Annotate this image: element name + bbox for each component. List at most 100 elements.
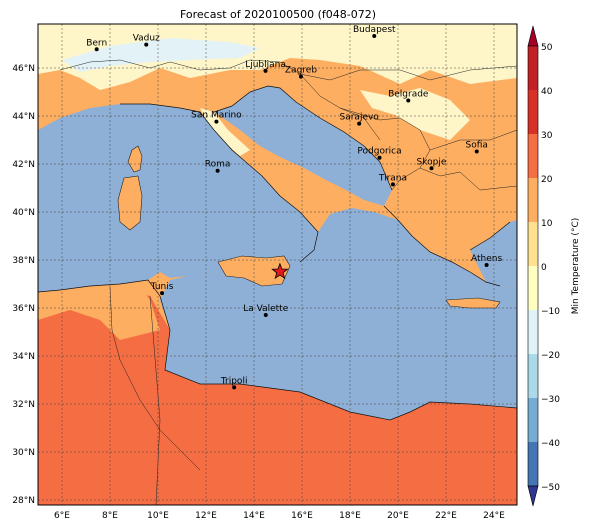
map-frame (37, 23, 518, 506)
colorbar-tick-label: 0 (541, 263, 547, 273)
y-axis: 46°N 44°N 42°N 40°N 38°N 36°N 34°N 32°N … (12, 64, 35, 506)
x-tick-label: 16°E (291, 511, 313, 521)
city-label: Tirana (378, 173, 407, 183)
city-dot (263, 68, 268, 73)
city-label: Bern (86, 38, 107, 48)
y-tick-label: 32°N (12, 400, 35, 410)
location-marker (271, 262, 289, 280)
city-label: Zagreb (285, 66, 317, 76)
city-dot (298, 74, 303, 79)
city-dot (429, 166, 434, 171)
city-label: Budapest (353, 25, 396, 35)
colorbar-extend-min (527, 485, 539, 507)
sardinia (117, 175, 143, 231)
colorbar-segment (528, 310, 538, 355)
x-tick-label: 10°E (147, 511, 169, 521)
y-tick-label: 42°N (12, 160, 35, 170)
italy-apennine-cool (200, 108, 250, 156)
colorbar-segment (528, 90, 538, 135)
city-dot (390, 182, 395, 187)
colorbar-tick-label: 10 (541, 219, 553, 229)
colorbar-extend-max (527, 25, 539, 47)
colorbar-ticks: 50 40 30 20 10 0 −10 −20 −30 −40 −50 (541, 43, 560, 493)
sea-aegean (470, 220, 517, 288)
colorbar-tick-label: 50 (541, 43, 553, 53)
country-borders (59, 59, 518, 506)
city-label: Ljubljana (245, 60, 286, 70)
colorbar-tick-label: 40 (541, 87, 553, 97)
colorbar-segment (528, 442, 538, 487)
coastline-greece (383, 205, 511, 287)
y-tick-label: 36°N (12, 304, 35, 314)
city-label: Sofia (466, 140, 488, 150)
city-label: Tripoli (220, 376, 248, 386)
city-dot (144, 42, 149, 47)
colorbar-tick-label: −40 (541, 439, 560, 449)
city-label: Vaduz (133, 34, 160, 44)
colorbar-tick-label: −50 (541, 483, 560, 493)
star-marker-icon (271, 262, 289, 280)
colorbar: 50 40 30 20 10 0 −10 −20 −30 −40 −50 Min… (527, 25, 581, 507)
sea (38, 104, 318, 292)
city-dot (357, 121, 362, 126)
land-mask-border (38, 280, 160, 340)
gridlines (38, 24, 517, 505)
colorbar-segment (528, 266, 538, 311)
colorbar-frame (527, 45, 539, 487)
colorbar-segments (527, 25, 539, 507)
x-axis: 6°E 8°E 10°E 12°E 14°E 16°E 18°E 20°E 22… (54, 511, 505, 521)
x-tick-label: 12°E (195, 511, 217, 521)
balkan-cool-zone (360, 88, 470, 140)
colorbar-tick-label: −10 (541, 307, 560, 317)
city-label: Roma (205, 160, 231, 170)
city-dot (406, 98, 411, 103)
corsica (127, 145, 143, 173)
city-label: Athens (471, 254, 502, 264)
city-dot (372, 34, 377, 39)
city-label: San Marino (191, 111, 242, 121)
colorbar-tick-label: −30 (541, 395, 560, 405)
x-tick-label: 8°E (102, 511, 118, 521)
city-dot (232, 385, 237, 390)
city-dot (377, 155, 382, 160)
colorbar-label: Min Temperature (°C) (571, 218, 581, 315)
colorbar-segment (528, 178, 538, 223)
city-dot (214, 119, 219, 124)
y-tick-label: 30°N (12, 448, 35, 458)
y-tick-label: 28°N (12, 496, 35, 506)
alps-cold-band (62, 38, 260, 72)
x-tick-label: 6°E (54, 511, 70, 521)
y-tick-label: 38°N (12, 256, 35, 266)
y-tick-label: 40°N (12, 208, 35, 218)
y-tick-label: 34°N (12, 352, 35, 362)
map-title: Forecast of 2020100500 (f048-072) (180, 8, 376, 21)
colorbar-tick-label: 30 (541, 131, 553, 141)
city-dot (160, 291, 165, 296)
x-tick-label: 22°E (435, 511, 457, 521)
city-dot (484, 262, 489, 267)
city-label: Tunis (150, 282, 174, 292)
north-africa-warm-west (38, 310, 110, 430)
x-tick-label: 24°E (483, 511, 505, 521)
coastline-italy (120, 85, 393, 263)
colorbar-segment (528, 134, 538, 179)
x-tick-label: 14°E (243, 511, 265, 521)
y-tick-label: 46°N (12, 64, 35, 74)
city-label: Sarajevo (340, 113, 380, 123)
city-dot (94, 47, 99, 52)
city-label: Skopje (417, 157, 447, 167)
city-label: La Valette (243, 304, 288, 314)
city-dot (263, 313, 268, 318)
y-tick-label: 44°N (12, 112, 35, 122)
sea-tyrrhenian-top (132, 136, 200, 184)
city-dot (215, 168, 220, 173)
city-label: Belgrade (388, 89, 429, 99)
city-label: Podgorica (357, 147, 401, 157)
colorbar-segment (528, 46, 538, 91)
colorbar-segment (528, 354, 538, 399)
city-dot (474, 149, 479, 154)
colorbar-tick-label: −20 (541, 351, 560, 361)
